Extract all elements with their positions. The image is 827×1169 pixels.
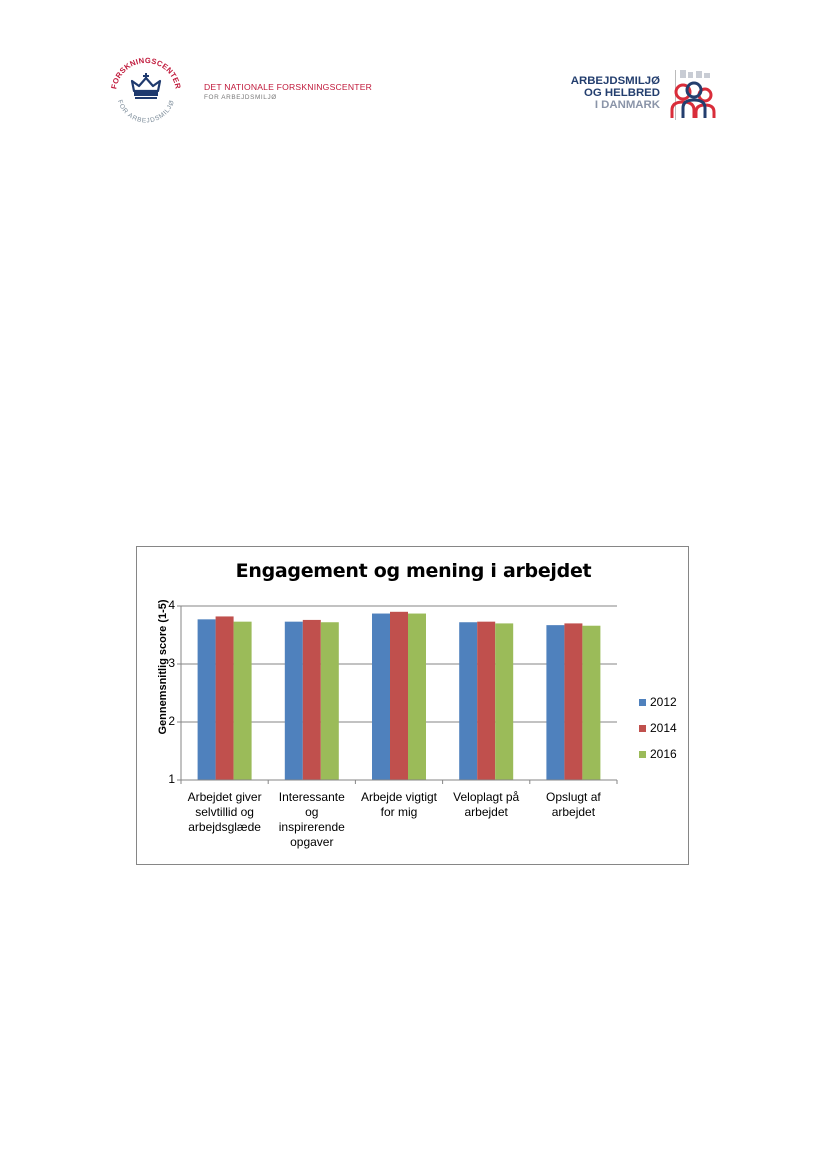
- bar-2016-2: [320, 622, 339, 780]
- category-label: Arbejde vigtigt for mig: [355, 790, 442, 820]
- bar-2012-3: [372, 613, 390, 780]
- ahd-line3: I DANMARK: [594, 99, 660, 112]
- category-label: Veloplagt på arbejdet: [443, 790, 530, 820]
- fara-seal: FORSKNINGSCENTER FOR ARBEJDSMILJØ: [109, 56, 183, 125]
- crown-icon: [130, 73, 162, 99]
- bar-2012-1: [197, 619, 216, 780]
- y-tick-label: 4: [168, 598, 175, 612]
- svg-text:FOR ARBEJDSMILJØ: FOR ARBEJDSMILJØ: [116, 99, 176, 125]
- org-name-line2: FOR ARBEJDSMILJØ: [204, 94, 277, 101]
- category-label-line: arbejdet: [464, 805, 508, 819]
- bar-chart: [177, 605, 618, 784]
- category-label-line: Veloplagt på: [453, 790, 520, 804]
- legend-swatch: [639, 725, 646, 732]
- category-label-line: selvtillid og: [195, 805, 254, 819]
- legend-swatch: [639, 751, 646, 758]
- category-label-line: for mig: [380, 805, 418, 819]
- bar-2016-4: [495, 623, 514, 780]
- category-label-line: og: [305, 805, 319, 819]
- bar-2016-1: [233, 621, 252, 780]
- legend-label: 2014: [650, 721, 677, 735]
- chart-title: Engagement og mening i arbejdet: [235, 560, 592, 582]
- y-tick-label: 3: [168, 656, 175, 670]
- people-group-icon: [670, 70, 716, 118]
- legend-swatch: [639, 699, 646, 706]
- category-label-line: arbejdsglæde: [188, 820, 261, 834]
- bar-2012-4: [459, 622, 478, 780]
- y-tick-label: 1: [168, 772, 175, 786]
- svg-text:FORSKNINGSCENTER: FORSKNINGSCENTER: [109, 56, 183, 90]
- bar-2014-4: [477, 621, 496, 780]
- category-label-line: inspirerende: [278, 820, 345, 834]
- bar-2012-2: [284, 621, 303, 780]
- bar-2012-5: [546, 625, 565, 780]
- legend-label: 2016: [650, 747, 677, 761]
- legend-label: 2012: [650, 695, 677, 709]
- org-name-line1: DET NATIONALE FORSKNINGSCENTER: [204, 82, 373, 92]
- ahd-line1: ARBEJDSMILJØ: [570, 75, 660, 87]
- category-label-line: Opslugt af: [546, 790, 601, 804]
- bar-2014-3: [390, 611, 408, 780]
- category-label-line: arbejdet: [551, 805, 596, 819]
- chart-container: Engagement og mening i arbejdet Gennemsn…: [136, 546, 689, 865]
- fara-logo: FORSKNINGSCENTER FOR ARBEJDSMILJØ DET NA…: [108, 55, 372, 130]
- category-label-line: opgaver: [290, 835, 334, 849]
- category-label: Arbejdet giver selvtillid og arbejdsglæde: [181, 790, 268, 835]
- y-tick-label: 2: [168, 714, 175, 728]
- category-label: Interessante og inspirerende opgaver: [268, 790, 355, 850]
- bar-2014-1: [215, 616, 234, 780]
- category-label: Opslugt af arbejdet: [530, 790, 617, 820]
- category-label-line: Interessante: [278, 790, 345, 804]
- category-label-line: Arbejde vigtigt: [360, 790, 437, 804]
- bar-2016-3: [408, 613, 426, 780]
- bar-2016-5: [582, 625, 601, 780]
- category-label-line: Arbejdet giver: [187, 790, 262, 804]
- ahd-line2: OG HELBRED: [584, 87, 660, 100]
- bar-2014-2: [302, 619, 321, 780]
- ahd-logo: ARBEJDSMILJØ OG HELBRED I DANMARK: [540, 66, 722, 124]
- bar-2014-5: [564, 623, 583, 780]
